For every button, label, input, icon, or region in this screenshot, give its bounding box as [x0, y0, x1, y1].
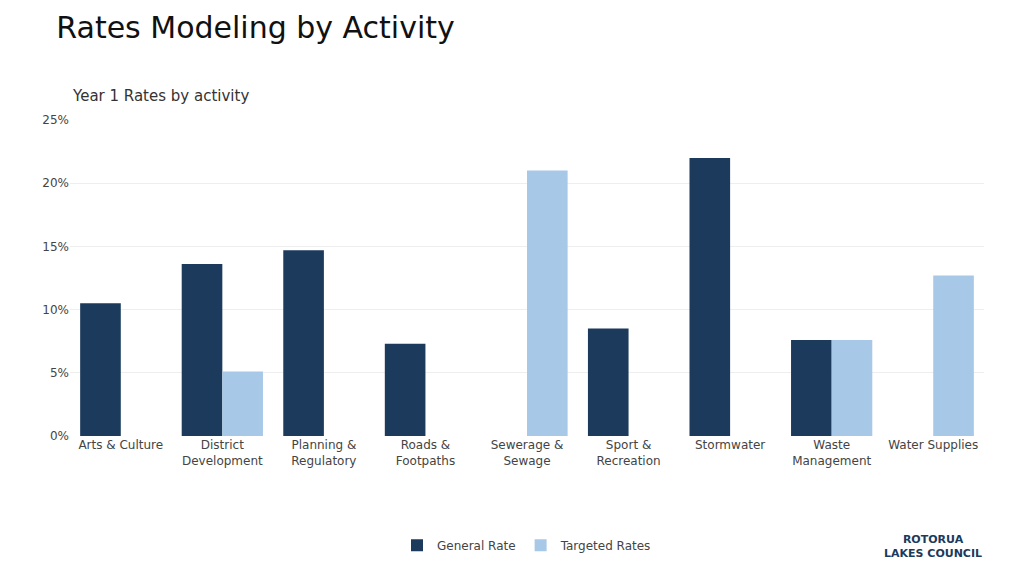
- svg-text:ROTORUALAKES COUNCIL: ROTORUALAKES COUNCIL: [884, 533, 982, 560]
- svg-text:Water Supplies: Water Supplies: [888, 438, 978, 452]
- svg-text:General Rate: General Rate: [437, 539, 516, 553]
- svg-text:20%: 20%: [42, 176, 69, 190]
- svg-text:25%: 25%: [42, 113, 69, 127]
- svg-text:Rates Modeling by Activity: Rates Modeling by Activity: [56, 10, 454, 45]
- svg-text:Roads &Footpaths: Roads &Footpaths: [396, 438, 455, 468]
- svg-text:0%: 0%: [50, 429, 69, 443]
- svg-text:10%: 10%: [42, 303, 69, 317]
- svg-text:Sewerage &Sewage: Sewerage &Sewage: [491, 438, 564, 468]
- svg-text:5%: 5%: [50, 366, 69, 380]
- svg-text:Targeted Rates: Targeted Rates: [560, 539, 651, 553]
- svg-text:15%: 15%: [42, 240, 69, 254]
- svg-text:Year 1 Rates by activity: Year 1 Rates by activity: [72, 87, 249, 105]
- svg-text:Sport &Recreation: Sport &Recreation: [596, 438, 660, 468]
- svg-text:DistrictDevelopment: DistrictDevelopment: [182, 438, 263, 468]
- svg-text:Arts & Culture: Arts & Culture: [78, 438, 163, 452]
- svg-text:WasteManagement: WasteManagement: [792, 438, 871, 468]
- svg-text:Stormwater: Stormwater: [695, 438, 765, 452]
- svg-text:Planning &Regulatory: Planning &Regulatory: [291, 438, 356, 468]
